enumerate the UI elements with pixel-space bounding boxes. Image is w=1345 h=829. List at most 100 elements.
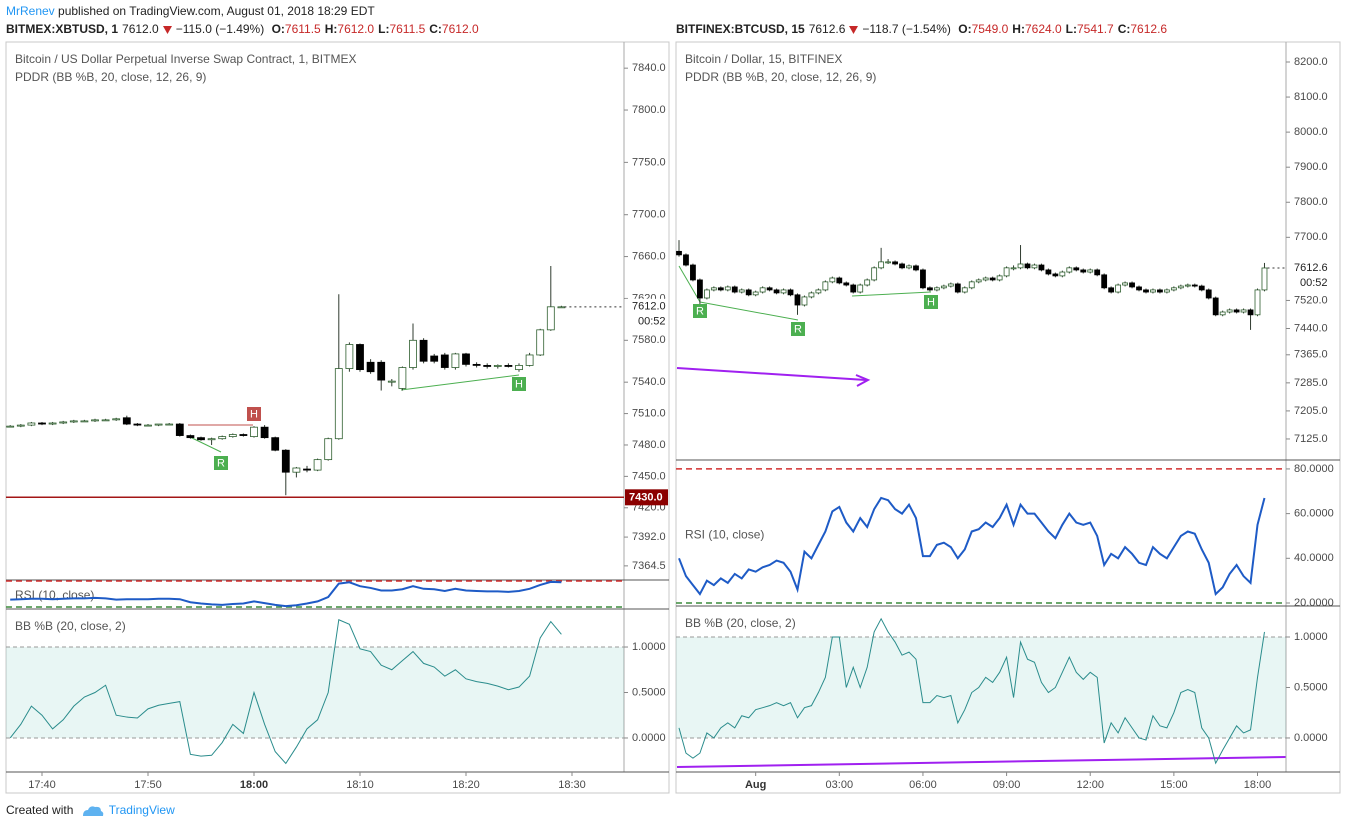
candle-body bbox=[1212, 297, 1219, 316]
candle-body bbox=[144, 424, 152, 427]
x-tick-label: 18:00 bbox=[1244, 779, 1272, 791]
candle-body bbox=[710, 287, 717, 291]
pane-title: BB %B (20, close, 2) bbox=[685, 616, 796, 630]
candle-body bbox=[1205, 289, 1212, 299]
candle-body bbox=[80, 420, 89, 423]
x-tick-label: 06:00 bbox=[909, 779, 937, 791]
y-tick-label: 0.5000 bbox=[632, 686, 666, 698]
y-tick-label: 1.0000 bbox=[1294, 631, 1328, 643]
candle-body bbox=[878, 261, 885, 269]
marker: R bbox=[217, 457, 225, 469]
candle-body bbox=[947, 283, 954, 287]
candle-body bbox=[398, 367, 407, 389]
rsi-line bbox=[678, 496, 1266, 597]
candle-body bbox=[1184, 284, 1191, 287]
candle-body bbox=[731, 286, 738, 293]
candle-body bbox=[1219, 311, 1226, 316]
frame bbox=[675, 41, 1341, 794]
y-tick-label: 7750.0 bbox=[632, 156, 666, 168]
field: 7612.0 bbox=[441, 22, 479, 36]
field-label: C: bbox=[1117, 22, 1131, 36]
candle-body bbox=[1101, 274, 1108, 289]
candle-body bbox=[165, 423, 174, 426]
x-tick-label: 18:30 bbox=[558, 779, 586, 791]
pane-subtitle: PDDR (BB %B, 20, close, 12, 26, 9) bbox=[685, 70, 876, 84]
pane-subtitle: PDDR (BB %B, 20, close, 12, 26, 9) bbox=[15, 70, 206, 84]
candle-body bbox=[515, 365, 523, 371]
brand[interactable]: TradingView bbox=[108, 803, 175, 817]
x-tick-label: 03:00 bbox=[826, 779, 854, 791]
candle-body bbox=[738, 289, 745, 293]
y-tick-label: 7440.0 bbox=[1294, 322, 1328, 334]
marker: R bbox=[794, 323, 802, 335]
annotations: H R H R R H bbox=[214, 295, 938, 470]
pane-title: Bitcoin / US Dollar Perpetual Inverse Sw… bbox=[15, 52, 356, 66]
candle-body bbox=[69, 420, 78, 423]
candle-body bbox=[843, 282, 850, 286]
candle-body bbox=[780, 289, 787, 294]
last-price-box bbox=[1287, 259, 1339, 290]
field-label: H: bbox=[1012, 22, 1025, 36]
candle-body bbox=[857, 284, 864, 293]
y-tick-label: 8200.0 bbox=[1294, 56, 1328, 68]
candle-body bbox=[250, 426, 258, 438]
marker-box bbox=[924, 295, 938, 309]
field-label: L: bbox=[378, 22, 390, 36]
candle-body bbox=[1136, 286, 1142, 291]
candle-body bbox=[91, 419, 99, 422]
candle-body bbox=[207, 438, 216, 441]
candle-body bbox=[504, 365, 513, 367]
candle-body bbox=[927, 287, 933, 291]
candle-body bbox=[913, 265, 919, 271]
candle-body bbox=[787, 289, 794, 296]
header: MrRenev published on TradingView.com, Au… bbox=[6, 4, 375, 18]
y-tick-label: 7580.0 bbox=[632, 334, 666, 346]
y-tick-label: 40.0000 bbox=[1294, 552, 1334, 564]
candle-body bbox=[940, 285, 947, 289]
candle-body bbox=[885, 261, 891, 264]
candle-body bbox=[483, 365, 492, 367]
candle-body bbox=[48, 422, 57, 425]
marker-box bbox=[247, 407, 261, 421]
candle-body bbox=[1157, 289, 1163, 293]
marker: R bbox=[696, 305, 704, 317]
candle-body bbox=[313, 459, 322, 471]
candle-body bbox=[989, 277, 996, 281]
candle-body bbox=[961, 287, 968, 293]
candle-body bbox=[1059, 271, 1066, 277]
candle-body bbox=[1073, 267, 1080, 271]
candle-body bbox=[303, 468, 311, 471]
author[interactable]: MrRenev bbox=[6, 4, 55, 18]
candle-body bbox=[1108, 287, 1115, 293]
y-tick-label: 7285.0 bbox=[1294, 377, 1328, 389]
marker: H bbox=[927, 296, 935, 308]
candle-body bbox=[16, 424, 25, 427]
y-tick-label: 80.0000 bbox=[1294, 463, 1334, 475]
candle-body bbox=[1247, 309, 1254, 316]
candle-body bbox=[850, 284, 857, 293]
created: Created with bbox=[6, 803, 74, 817]
candle-body bbox=[703, 289, 710, 299]
marker: H bbox=[515, 378, 523, 390]
candle-body bbox=[409, 339, 417, 368]
candle-body bbox=[1024, 263, 1031, 269]
pattern-line bbox=[851, 291, 932, 297]
y-tick-label: 7660.0 bbox=[632, 250, 666, 262]
marker-box bbox=[791, 322, 805, 336]
candle-body bbox=[1191, 284, 1198, 287]
field: 7541.7 bbox=[1077, 22, 1114, 36]
y-tick-label: 7700.0 bbox=[1294, 231, 1328, 243]
candle-body bbox=[1010, 267, 1017, 270]
candle-body bbox=[794, 294, 801, 306]
pattern-line bbox=[400, 374, 520, 391]
candle-body bbox=[451, 353, 460, 368]
trend-line bbox=[676, 756, 1287, 768]
pattern-line bbox=[189, 436, 222, 453]
candle-body bbox=[536, 329, 545, 356]
candle-body bbox=[822, 281, 829, 291]
x-tick-label: 17:50 bbox=[134, 779, 162, 791]
candle-body bbox=[462, 353, 470, 365]
field-label: L: bbox=[1065, 22, 1077, 36]
candle-body bbox=[724, 286, 731, 291]
